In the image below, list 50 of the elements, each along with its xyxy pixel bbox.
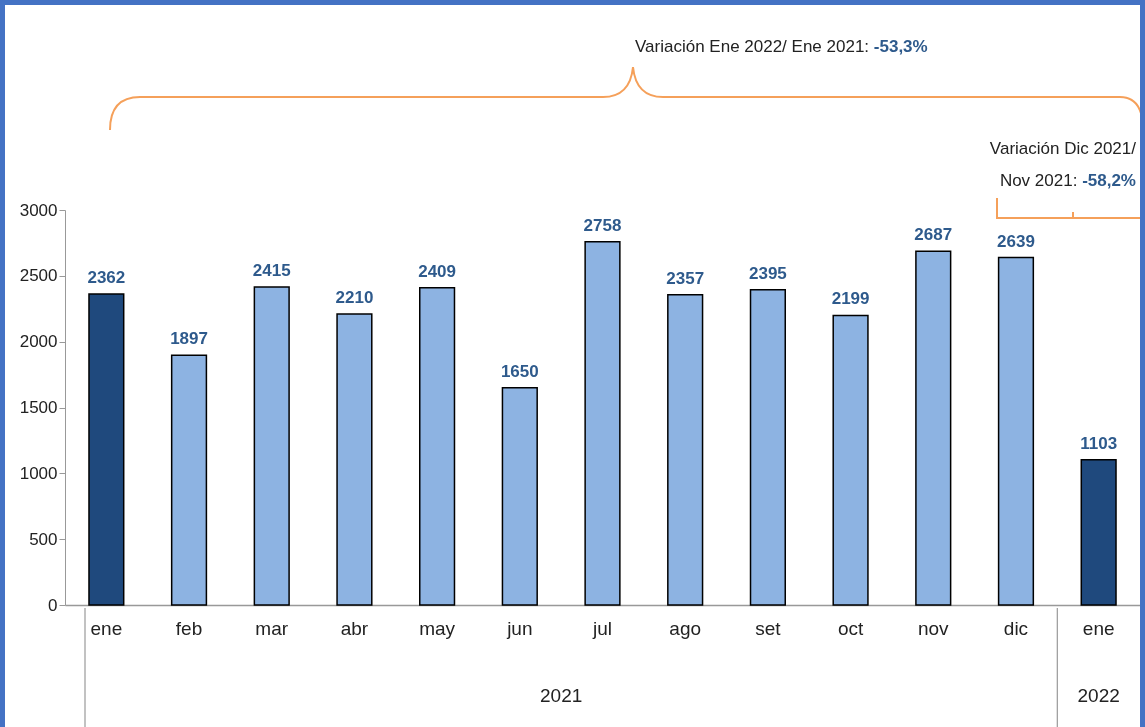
data-label: 2199 — [831, 289, 870, 309]
data-label: 2395 — [748, 263, 787, 283]
text: Variación Dic 2021/ Nov 2021: -58,2% — [988, 138, 1136, 192]
x-tick-label: ene — [90, 617, 123, 639]
data-label: 2639 — [997, 231, 1035, 251]
data-label: 1650 — [500, 361, 539, 381]
bar — [915, 250, 952, 606]
x-tick-label: abr — [340, 617, 369, 639]
bar — [170, 354, 208, 606]
data-label: 2210 — [335, 288, 374, 308]
y-tick-label: 1500 — [19, 398, 58, 417]
bar — [253, 286, 290, 606]
data-label: 2357 — [666, 268, 705, 288]
bar — [667, 293, 704, 606]
bar — [88, 293, 125, 606]
x-tick-label: nov — [917, 617, 950, 639]
x-tick-label: set — [755, 617, 782, 639]
x-tick-label: feb — [175, 617, 203, 639]
x-tick-label: oct — [837, 617, 864, 639]
bar — [749, 288, 786, 606]
x-tick-label: jul — [591, 617, 613, 639]
data-label: 2362 — [87, 268, 126, 287]
text: Variación Ene 2022/ Ene 2021: -53,3% — [635, 37, 928, 57]
data-label: 1103 — [1080, 433, 1118, 453]
bar — [997, 256, 1035, 606]
bar — [419, 287, 456, 606]
bar — [336, 313, 373, 606]
x-tick-label: dic — [1003, 617, 1029, 639]
y-tick-label: 2500 — [19, 266, 58, 286]
y-tick-label: 3000 — [19, 200, 58, 220]
x-tick-label: mar — [255, 617, 289, 639]
data-label: 1897 — [170, 329, 208, 349]
x-tick-label: ago — [669, 617, 702, 639]
bar — [832, 314, 869, 606]
data-label: 2415 — [252, 261, 291, 281]
data-label: 2687 — [914, 225, 953, 245]
x-tick-label: jun — [506, 617, 533, 639]
x-tick-label: may — [419, 617, 456, 639]
y-tick-label: 500 — [29, 529, 58, 549]
y-tick-label: 2000 — [19, 332, 58, 352]
data-label: 2409 — [418, 261, 457, 281]
data-label: 2758 — [583, 215, 622, 235]
text: 2022 — [1076, 685, 1121, 707]
x-tick-label: ene — [1082, 617, 1115, 639]
text: 2021 — [539, 685, 584, 707]
y-tick-label: 0 — [48, 595, 58, 615]
y-tick-label: 1000 — [19, 463, 58, 483]
bar — [501, 387, 538, 606]
bar — [584, 241, 621, 606]
bar — [1080, 459, 1117, 606]
